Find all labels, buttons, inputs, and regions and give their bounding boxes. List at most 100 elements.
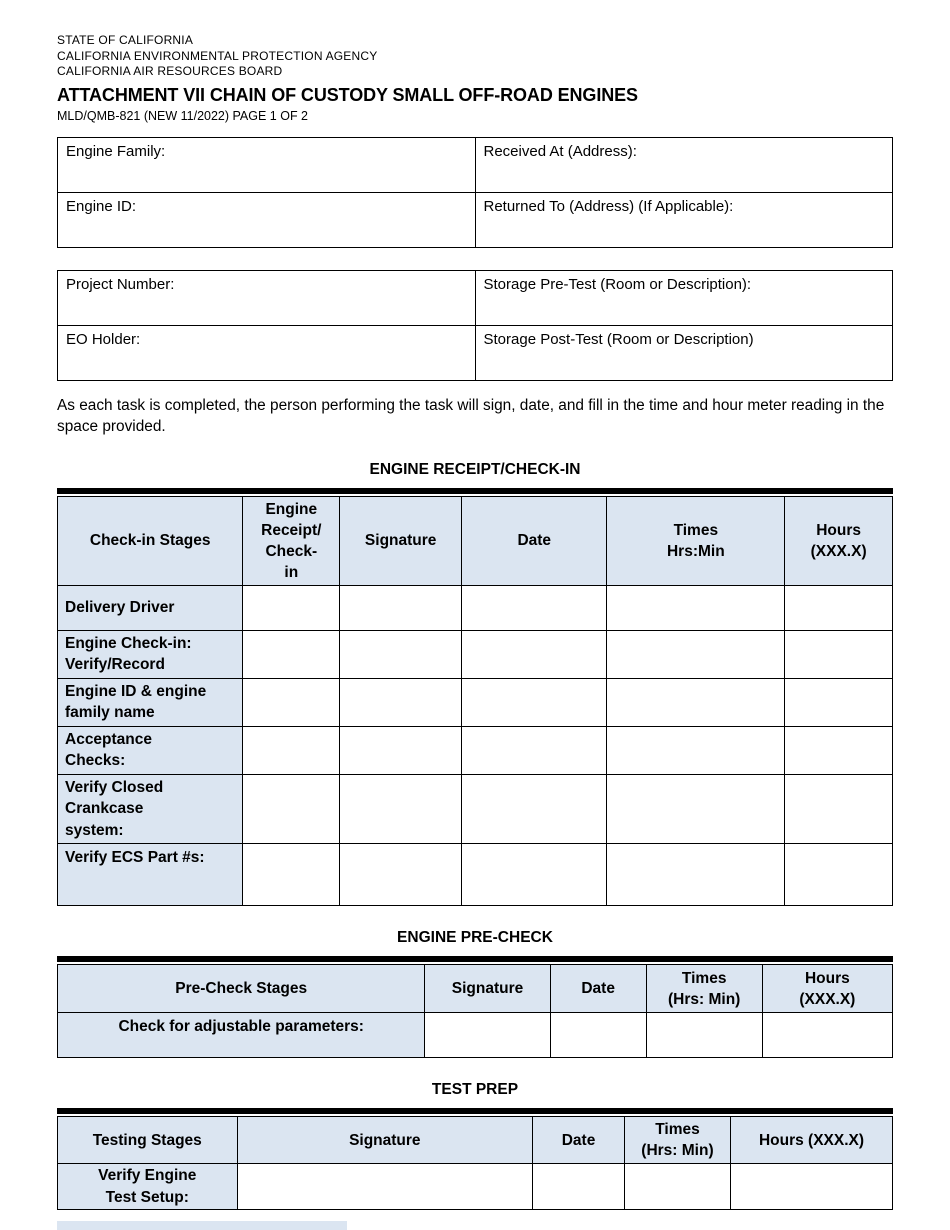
- hours-cell[interactable]: [784, 584, 893, 631]
- date-cell[interactable]: [461, 725, 608, 775]
- col-header-date: Date: [461, 495, 608, 586]
- times-cell[interactable]: [606, 725, 786, 775]
- instructions-text: As each task is completed, the person pe…: [57, 396, 885, 436]
- date-cell[interactable]: [461, 584, 608, 631]
- engine-id-field[interactable]: Engine ID:: [57, 191, 476, 248]
- header-row: Testing Stages Signature Date Times (Hrs…: [57, 1116, 894, 1164]
- col-header-date: Date: [549, 964, 647, 1013]
- stage-label-adjustable-parameters: Check for adjustable parameters:: [56, 1012, 426, 1058]
- table-row: Project Number: Storage Pre-Test (Room o…: [57, 269, 893, 326]
- section-title-checkin: ENGINE RECEIPT/CHECK-IN: [369, 460, 581, 478]
- col-header-precheck-stages: Pre-Check Stages: [56, 964, 426, 1013]
- table-top-bar: [57, 487, 893, 494]
- table-top-bar: [57, 956, 893, 962]
- hours-cell[interactable]: [729, 1163, 894, 1210]
- col-header-signature: Signature: [339, 495, 463, 586]
- table-row: Verify Closed Crankcase system:: [56, 773, 893, 844]
- header-row: Pre-Check Stages Signature Date Times (H…: [56, 964, 894, 1013]
- table-row: Engine Family: Received At (Address):: [57, 136, 893, 193]
- signature-cell[interactable]: [339, 773, 463, 844]
- checkin-table: Check-in Stages Engine Receipt/ Check- i…: [56, 495, 893, 906]
- eo-holder-field[interactable]: EO Holder:: [57, 324, 476, 381]
- table-row: Acceptance Checks:: [56, 725, 893, 775]
- table-row: EO Holder: Storage Post-Test (Room or De…: [57, 324, 893, 381]
- table-row: Verify ECS Part #s:: [56, 843, 893, 906]
- receipt-cell[interactable]: [242, 629, 341, 679]
- times-cell[interactable]: [606, 629, 786, 679]
- col-header-checkin-stages: Check-in Stages: [56, 495, 244, 586]
- receipt-cell[interactable]: [242, 677, 341, 727]
- receipt-cell[interactable]: [242, 843, 341, 906]
- document-title: ATTACHMENT VII CHAIN OF CUSTODY SMALL OF…: [57, 84, 638, 105]
- receipt-cell[interactable]: [242, 773, 341, 844]
- received-at-field[interactable]: Received At (Address):: [474, 136, 893, 193]
- receipt-cell[interactable]: [242, 725, 341, 775]
- stage-label-ecs-parts: Verify ECS Part #s:: [56, 843, 244, 906]
- stage-label-verify-test-setup: Verify Engine Test Setup:: [57, 1163, 238, 1210]
- times-cell[interactable]: [606, 773, 786, 844]
- signature-cell[interactable]: [339, 725, 463, 775]
- stage-label-engine-checkin: Engine Check-in: Verify/Record: [56, 629, 244, 679]
- table-row: Verify Engine Test Setup:: [57, 1163, 894, 1210]
- project-info-table: Project Number: Storage Pre-Test (Room o…: [57, 269, 893, 381]
- hours-cell[interactable]: [784, 629, 893, 679]
- storage-posttest-field[interactable]: Storage Post-Test (Room or Description): [474, 324, 893, 381]
- hours-cell[interactable]: [784, 843, 893, 906]
- hours-cell[interactable]: [784, 677, 893, 727]
- project-number-field[interactable]: Project Number:: [57, 269, 476, 326]
- date-cell[interactable]: [549, 1012, 647, 1058]
- next-table-cutoff: [57, 1221, 347, 1230]
- section-title-testprep: TEST PREP: [431, 1081, 519, 1098]
- engine-info-table: Engine Family: Received At (Address): En…: [57, 136, 893, 248]
- receipt-cell[interactable]: [242, 584, 341, 631]
- agency-line-carb: CALIFORNIA AIR RESOURCES BOARD: [57, 64, 283, 78]
- times-cell[interactable]: [623, 1163, 731, 1210]
- date-cell[interactable]: [532, 1163, 625, 1210]
- engine-family-field[interactable]: Engine Family:: [57, 136, 476, 193]
- col-header-times: Times (Hrs: Min): [645, 964, 763, 1013]
- date-cell[interactable]: [461, 629, 608, 679]
- agency-line-state: STATE OF CALIFORNIA: [57, 33, 194, 47]
- date-cell[interactable]: [461, 843, 608, 906]
- table-row: Engine ID & engine family name: [56, 677, 893, 727]
- agency-line-epa: CALIFORNIA ENVIRONMENTAL PROTECTION AGEN…: [57, 48, 378, 63]
- hours-cell[interactable]: [784, 773, 893, 844]
- table-row: Engine Check-in: Verify/Record: [56, 629, 893, 679]
- signature-cell[interactable]: [236, 1163, 534, 1210]
- table-row: Engine ID: Returned To (Address) (If App…: [57, 191, 893, 248]
- section-title-precheck: ENGINE PRE-CHECK: [397, 929, 553, 946]
- stage-label-closed-crankcase: Verify Closed Crankcase system:: [56, 773, 244, 844]
- signature-cell[interactable]: [424, 1012, 551, 1058]
- testprep-table: Testing Stages Signature Date Times (Hrs…: [57, 1116, 894, 1210]
- form-number: MLD/QMB-821 (NEW 11/2022) PAGE 1 OF 2: [57, 108, 309, 123]
- col-header-engine-receipt: Engine Receipt/ Check- in: [242, 495, 341, 586]
- col-header-hours: Hours (XXX.X): [761, 964, 894, 1013]
- signature-cell[interactable]: [339, 677, 463, 727]
- returned-to-field[interactable]: Returned To (Address) (If Applicable):: [474, 191, 893, 248]
- header-row: Check-in Stages Engine Receipt/ Check- i…: [56, 495, 893, 586]
- col-header-date: Date: [532, 1116, 625, 1164]
- storage-pretest-field[interactable]: Storage Pre-Test (Room or Description):: [474, 269, 893, 326]
- hours-cell[interactable]: [784, 725, 893, 775]
- col-header-signature: Signature: [236, 1116, 534, 1164]
- times-cell[interactable]: [606, 584, 786, 631]
- precheck-table: Pre-Check Stages Signature Date Times (H…: [56, 964, 894, 1058]
- col-header-testing-stages: Testing Stages: [57, 1116, 238, 1164]
- hours-cell[interactable]: [761, 1012, 894, 1058]
- signature-cell[interactable]: [339, 584, 463, 631]
- times-cell[interactable]: [645, 1012, 763, 1058]
- signature-cell[interactable]: [339, 843, 463, 906]
- col-header-times: Times Hrs:Min: [606, 495, 786, 586]
- stage-label-acceptance-checks: Acceptance Checks:: [56, 725, 244, 775]
- document-header: STATE OF CALIFORNIA CALIFORNIA ENVIRONME…: [57, 33, 893, 124]
- times-cell[interactable]: [606, 843, 786, 906]
- signature-cell[interactable]: [339, 629, 463, 679]
- table-row: Delivery Driver: [56, 584, 893, 631]
- date-cell[interactable]: [461, 677, 608, 727]
- times-cell[interactable]: [606, 677, 786, 727]
- date-cell[interactable]: [461, 773, 608, 844]
- col-header-times: Times (Hrs: Min): [623, 1116, 731, 1164]
- table-top-bar: [57, 1108, 893, 1114]
- col-header-signature: Signature: [424, 964, 551, 1013]
